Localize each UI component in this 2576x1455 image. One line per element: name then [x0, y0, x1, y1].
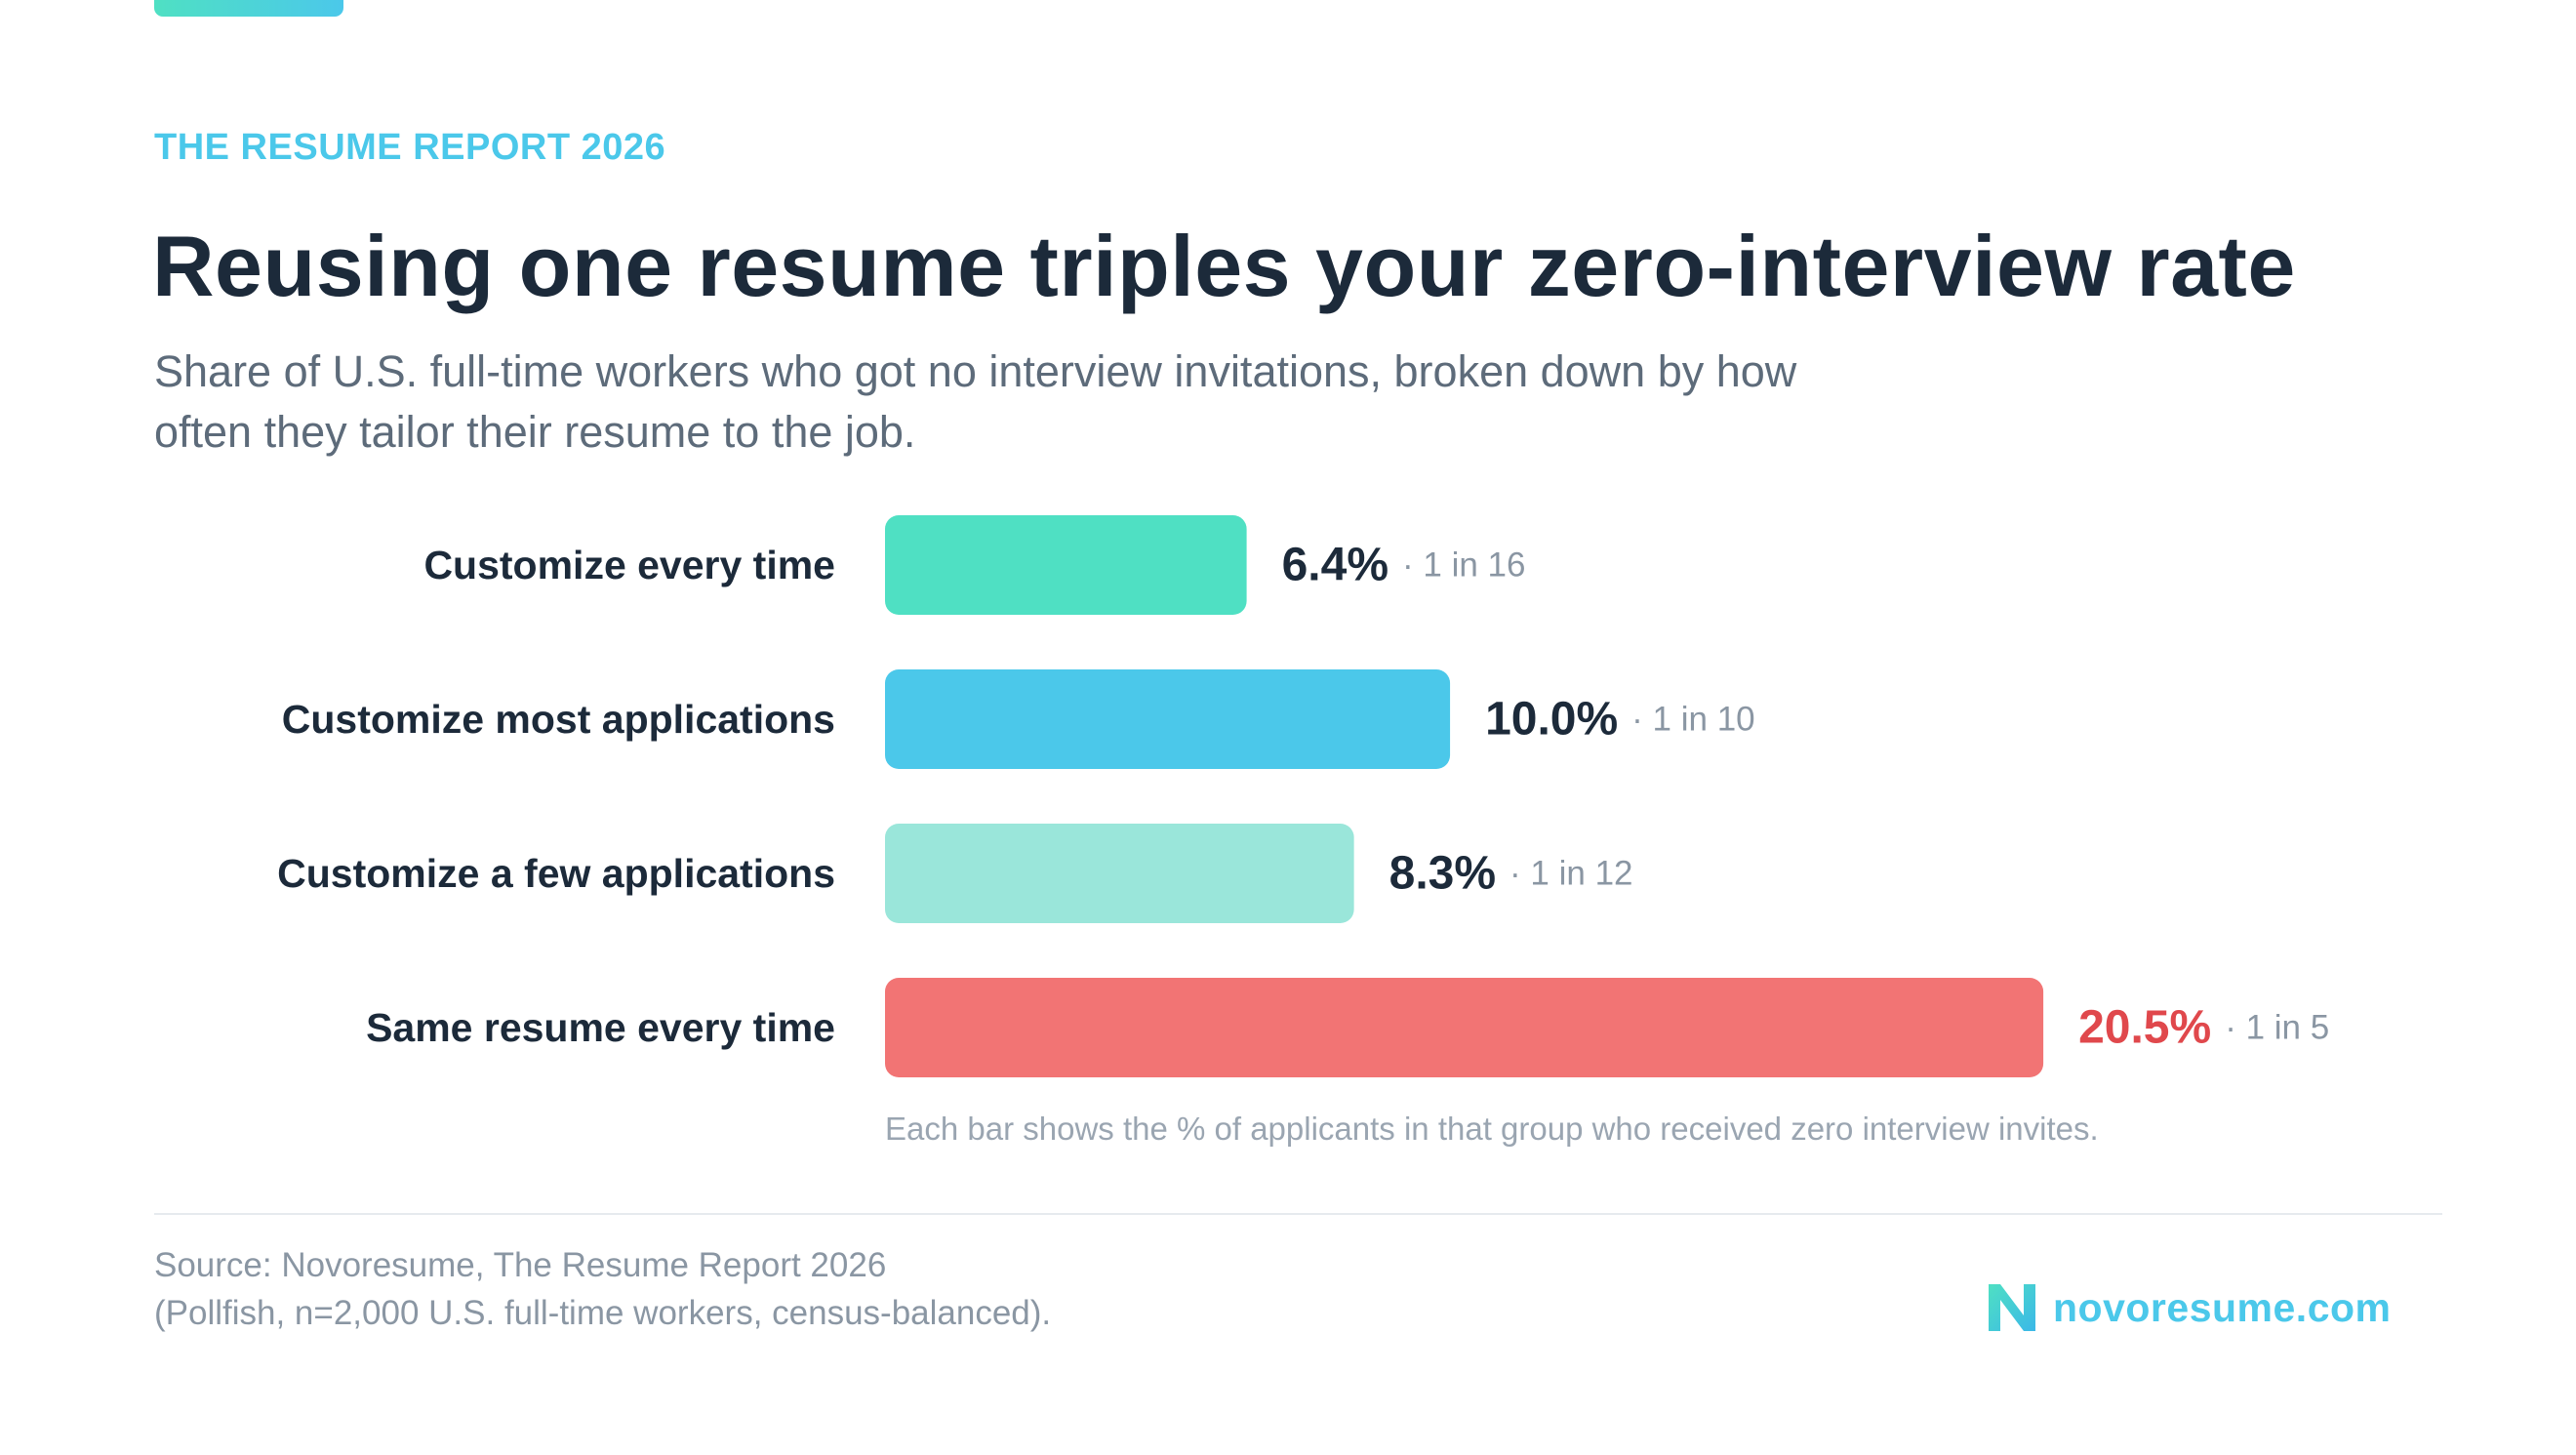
- top-accent-bar: [154, 0, 343, 17]
- novoresume-logo-icon: [1989, 1284, 2035, 1331]
- footer-divider: [154, 1213, 2442, 1215]
- category-label: Customize most applications: [282, 697, 835, 742]
- ratio-label: · 1 in 5: [2225, 1009, 2329, 1047]
- chart-note: Each bar shows the % of applicants in th…: [885, 1111, 2099, 1147]
- ratio-label: · 1 in 12: [1509, 855, 1632, 893]
- source-line-1: Source: Novoresume, The Resume Report 20…: [154, 1246, 887, 1284]
- brand-logo[interactable]: novoresume.com: [1985, 1280, 2392, 1335]
- report-kicker: THE RESUME REPORT 2026: [154, 127, 666, 168]
- brand-name: novoresume.com: [2053, 1284, 2392, 1330]
- bar: [885, 824, 1354, 923]
- value-label: 20.5%: [2078, 1002, 2211, 1054]
- source-citation: Source: Novoresume, The Resume Report 20…: [154, 1241, 1051, 1337]
- bar: [885, 669, 1451, 769]
- category-label: Customize a few applications: [277, 851, 835, 896]
- category-label: Customize every time: [423, 543, 835, 587]
- category-label: Same resume every time: [366, 1005, 835, 1050]
- source-line-2: (Pollfish, n=2,000 U.S. full-time worker…: [154, 1294, 1052, 1332]
- bar-chart: Customize every time 6.4% · 1 in 16 Customi…: [277, 515, 2329, 1077]
- value-label: 10.0%: [1485, 694, 1618, 746]
- ratio-label: · 1 in 16: [1402, 546, 1525, 585]
- bar: [885, 978, 2044, 1077]
- ratio-label: · 1 in 10: [1631, 701, 1754, 739]
- value-label: 8.3%: [1389, 848, 1496, 900]
- bar: [885, 515, 1247, 615]
- chart-title: Reusing one resume triples your zero-int…: [152, 218, 2296, 314]
- value-label: 6.4%: [1282, 540, 1389, 591]
- chart-subtitle: Share of U.S. full-time workers who got …: [154, 346, 1797, 457]
